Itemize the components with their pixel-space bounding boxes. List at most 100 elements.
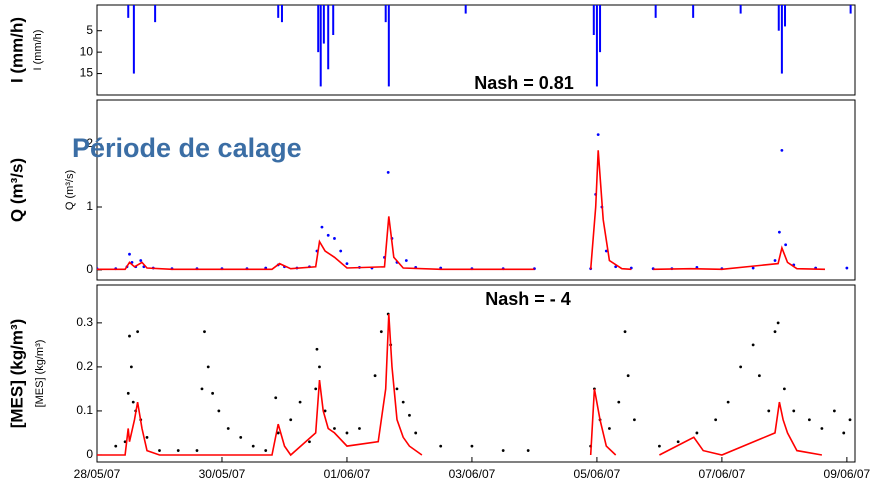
simulated-line <box>97 150 826 271</box>
observed-point <box>501 449 505 452</box>
rain-bar <box>599 5 602 53</box>
observed-point <box>782 387 786 391</box>
observed-point <box>608 427 611 430</box>
rain-bar <box>319 5 322 87</box>
observed-point <box>773 330 777 334</box>
rain-bar <box>654 5 657 18</box>
observed-point <box>408 413 411 417</box>
observed-point <box>128 252 131 256</box>
observed-point <box>676 440 680 444</box>
observed-point <box>780 148 784 152</box>
observed-point <box>626 374 630 378</box>
observed-point <box>326 233 330 237</box>
rain-bar <box>387 5 390 87</box>
observed-point <box>739 365 743 369</box>
observed-point <box>695 431 699 435</box>
observed-point <box>345 262 349 266</box>
observed-point <box>414 431 418 435</box>
plot-frame <box>96 4 856 96</box>
y-tick-label: 1 <box>86 199 93 213</box>
rain-bar <box>595 5 598 87</box>
observed-point <box>264 449 268 452</box>
rain-bar <box>280 5 283 23</box>
observed-point <box>773 259 777 262</box>
observed-point <box>333 237 336 240</box>
x-tick-label: 28/05/07 <box>74 467 121 481</box>
observed-point <box>386 170 390 174</box>
observed-point <box>373 374 377 378</box>
observed-point <box>470 444 474 448</box>
rain-bar <box>777 5 780 31</box>
observed-point <box>195 449 199 452</box>
rain-bar <box>317 5 320 53</box>
observed-point <box>126 391 130 395</box>
rain-bar <box>127 5 130 18</box>
rain-bar <box>464 5 467 14</box>
observed-point <box>128 334 131 338</box>
rain-bar <box>384 5 387 23</box>
observed-point <box>751 266 755 270</box>
observed-point <box>289 418 293 422</box>
observed-point <box>395 387 399 391</box>
observed-point <box>617 400 621 404</box>
observed-point <box>339 249 343 253</box>
observed-point <box>323 409 327 413</box>
observed-point <box>315 347 319 351</box>
x-tick-label: 09/06/07 <box>824 467 871 481</box>
observed-point <box>308 440 311 444</box>
rain-bar <box>784 5 787 27</box>
observed-point <box>751 343 755 347</box>
rain-bar <box>132 5 135 74</box>
observed-point <box>832 409 836 413</box>
observed-point <box>614 265 618 269</box>
observed-point <box>526 449 530 452</box>
observed-point <box>211 391 215 395</box>
observed-point <box>320 225 324 229</box>
observed-point <box>274 396 278 400</box>
observed-point <box>176 449 180 452</box>
observed-point <box>404 259 408 262</box>
observed-point <box>345 431 349 435</box>
observed-point <box>314 387 318 391</box>
rain-bar <box>692 5 695 18</box>
annotation: Nash = - 4 <box>485 289 571 309</box>
rain-bar <box>780 5 783 74</box>
y-axis-unit-label: I (mm/h) <box>32 30 44 71</box>
annotation: Nash = 0.81 <box>474 73 574 93</box>
rain-bar <box>154 5 157 23</box>
y-axis-unit-label: Q (m³/s) <box>64 170 76 210</box>
observed-point <box>358 427 361 430</box>
observed-point <box>139 259 143 262</box>
observed-point <box>129 365 133 369</box>
rain-bar <box>739 5 742 14</box>
observed-point <box>131 400 135 404</box>
y-tick-label: 15 <box>80 66 94 80</box>
observed-point <box>158 449 161 452</box>
y-tick-label: 0 <box>86 262 93 276</box>
simulated-line <box>97 314 823 457</box>
y-tick-label: 10 <box>80 44 94 58</box>
observed-point <box>217 409 221 413</box>
rain-bar <box>277 5 280 18</box>
observed-point <box>439 444 443 448</box>
observed-point <box>401 400 405 404</box>
observed-point <box>251 444 255 448</box>
observed-point <box>379 330 383 334</box>
y-axis-title: I (mm/h) <box>7 17 26 83</box>
y-tick-label: 0.3 <box>76 315 93 329</box>
y-axis-unit-label: [MES] (kg/m³) <box>34 340 46 408</box>
observed-point <box>318 365 321 369</box>
y-tick-label: 0 <box>86 447 93 461</box>
observed-point <box>633 418 636 422</box>
y-tick-label: 0.1 <box>76 403 93 417</box>
y-axis-title: Q (m³/s) <box>7 158 26 222</box>
x-tick-label: 01/06/07 <box>324 467 371 481</box>
observed-point <box>200 387 204 391</box>
observed-point <box>114 444 118 448</box>
y-tick-label: 5 <box>86 23 93 37</box>
observed-point <box>807 418 811 422</box>
x-tick-label: 05/06/07 <box>574 467 621 481</box>
x-tick-label: 30/05/07 <box>199 467 246 481</box>
